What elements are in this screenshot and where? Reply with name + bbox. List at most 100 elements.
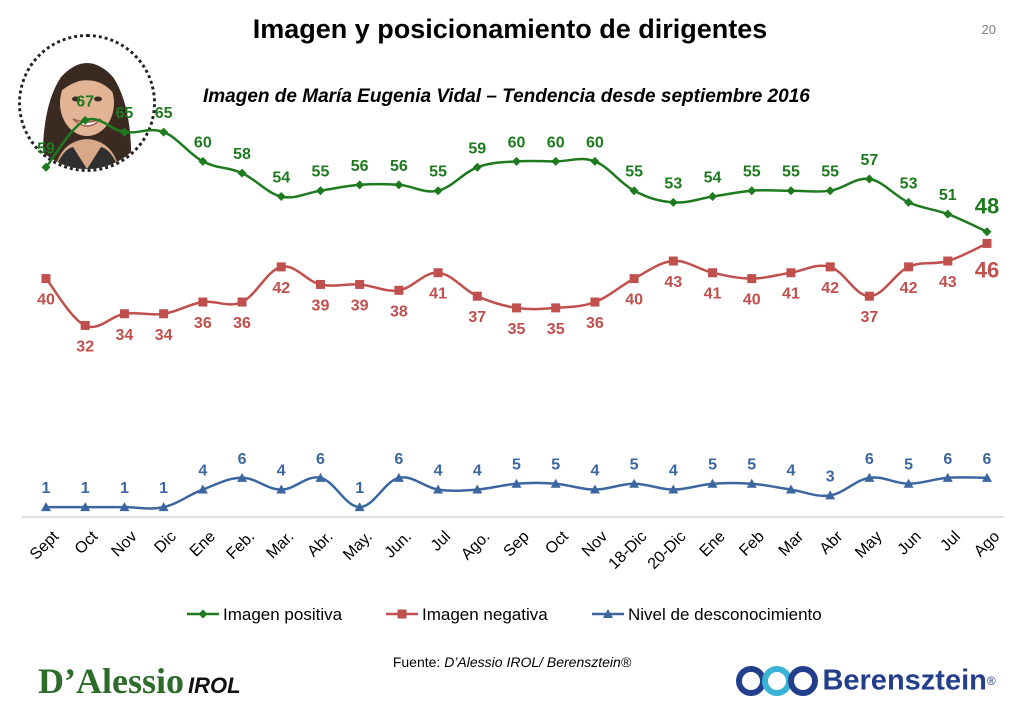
- imagen-positiva-data-label: 55: [429, 164, 447, 181]
- x-tick-label: Nov: [108, 528, 140, 560]
- source-prefix: Fuente:: [392, 654, 445, 670]
- imagen-positiva-data-label: 60: [508, 134, 526, 151]
- imagen-negativa-point: [629, 274, 639, 284]
- imagen-positiva-point: [904, 197, 914, 207]
- imagen-negativa-data-label: 36: [586, 315, 604, 332]
- imagen-positiva-data-label: 59: [468, 140, 486, 157]
- imagen-positiva-legend-marker: [198, 609, 208, 619]
- nivel-de-desconocimiento-point: [237, 472, 248, 482]
- imagen-negativa-point: [786, 268, 796, 278]
- nivel-de-desconocimiento-data-label: 6: [865, 451, 874, 468]
- imagen-positiva-point: [237, 168, 247, 178]
- imagen-positiva-point: [982, 227, 992, 237]
- nivel-de-desconocimiento-data-label: 4: [198, 463, 207, 480]
- imagen-positiva-point: [41, 162, 51, 172]
- nivel-de-desconocimiento-legend-marker: [603, 609, 613, 618]
- imagen-negativa-data-label: 42: [821, 280, 839, 297]
- irol-logo-text: IROL: [188, 673, 241, 698]
- imagen-positiva-data-label: 53: [900, 175, 918, 192]
- x-tick-label: Ago: [971, 528, 1003, 560]
- imagen-positiva-data-label: 60: [586, 134, 604, 151]
- imagen-negativa-data-label: 40: [743, 292, 761, 309]
- imagen-positiva-point: [315, 186, 325, 196]
- imagen-negativa-data-label: 32: [76, 338, 94, 355]
- imagen-negativa-data-label: 43: [939, 274, 957, 291]
- imagen-positiva-data-label: 65: [155, 105, 173, 122]
- imagen-negativa-point: [747, 274, 757, 284]
- nivel-de-desconocimiento-point: [158, 502, 169, 512]
- imagen-positiva-point: [551, 156, 561, 166]
- imagen-negativa-point: [472, 291, 482, 301]
- imagen-negativa-point: [512, 303, 521, 313]
- imagen-negativa-legend-label: Imagen negativa: [422, 605, 548, 624]
- nivel-de-desconocimiento-data-label: 6: [316, 451, 325, 468]
- berensztein-logo-text: Berensztein: [822, 664, 987, 697]
- nivel-de-desconocimiento-data-label: 4: [669, 463, 678, 480]
- x-tick-label: 18-Dic: [606, 528, 651, 573]
- imagen-negativa-point: [433, 268, 443, 278]
- imagen-positiva-data-label: 51: [939, 187, 957, 204]
- imagen-negativa-data-label: 34: [116, 327, 134, 344]
- dalessio-logo-text: D’Alessio: [38, 661, 184, 701]
- nivel-de-desconocimiento-data-label: 1: [120, 480, 129, 497]
- imagen-positiva-point: [825, 186, 835, 196]
- nivel-de-desconocimiento-data-label: 1: [42, 480, 51, 497]
- nivel-de-desconocimiento-data-label: 4: [590, 463, 599, 480]
- x-tick-label: Abr.: [304, 528, 336, 560]
- nivel-de-desconocimiento-data-label: 6: [394, 451, 403, 468]
- imagen-positiva-point: [512, 156, 521, 166]
- imagen-negativa-point: [159, 309, 169, 319]
- nivel-de-desconocimiento-point: [589, 484, 600, 494]
- nivel-de-desconocimiento-data-label: 5: [708, 457, 717, 474]
- imagen-positiva-point: [590, 156, 600, 166]
- imagen-positiva-data-label: 67: [76, 93, 94, 110]
- imagen-negativa-point: [276, 262, 286, 272]
- x-tick-label: Ene: [697, 528, 729, 560]
- x-tick-label: Sept: [27, 528, 63, 564]
- imagen-positiva-point: [786, 186, 796, 196]
- nivel-de-desconocimiento-data-label: 4: [473, 463, 482, 480]
- x-tick-label: Jun.: [382, 528, 415, 561]
- imagen-negativa-point: [590, 297, 600, 307]
- nivel-de-desconocimiento-point: [825, 490, 836, 500]
- imagen-positiva-data-label: 57: [860, 152, 878, 169]
- imagen-positiva-data-label: 55: [743, 164, 761, 181]
- nivel-de-desconocimiento-point: [903, 478, 914, 488]
- x-tick-label: Ene: [187, 528, 219, 560]
- imagen-negativa-data-label: 43: [664, 274, 682, 291]
- imagen-positiva-point: [159, 127, 169, 137]
- nivel-de-desconocimiento-point: [119, 502, 130, 512]
- source-text: D’Alessio IROL/ Berensztein®: [444, 654, 632, 670]
- imagen-negativa-point: [708, 268, 718, 278]
- imagen-negativa-point: [982, 238, 992, 248]
- nivel-de-desconocimiento-data-label: 6: [983, 451, 992, 468]
- imagen-positiva-point: [864, 174, 874, 184]
- imagen-negativa-data-label: 39: [312, 297, 330, 314]
- imagen-negativa-data-label: 40: [37, 292, 55, 309]
- imagen-positiva-point: [119, 127, 129, 137]
- nivel-de-desconocimiento-point: [41, 502, 51, 512]
- nivel-de-desconocimiento-point: [511, 478, 522, 488]
- imagen-negativa-data-label: 40: [625, 292, 643, 309]
- imagen-positiva-point: [472, 162, 482, 172]
- imagen-positiva-data-label: 60: [194, 134, 212, 151]
- imagen-negativa-data-label: 42: [900, 280, 918, 297]
- imagen-positiva-data-label: 54: [704, 170, 722, 187]
- imagen-negativa-point: [394, 285, 404, 295]
- imagen-negativa-point: [551, 303, 561, 313]
- imagen-positiva-data-label: 55: [821, 164, 839, 181]
- x-tick-label: May: [852, 528, 885, 561]
- imagen-negativa-point: [668, 256, 678, 266]
- imagen-positiva-point: [943, 209, 953, 219]
- nivel-de-desconocimiento-data-label: 3: [826, 468, 835, 485]
- imagen-positiva-point: [276, 192, 286, 202]
- nivel-de-desconocimiento-point: [393, 472, 404, 482]
- nivel-de-desconocimiento-data-label: 6: [943, 451, 952, 468]
- nivel-de-desconocimiento-point: [550, 478, 561, 488]
- imagen-negativa-data-label: 37: [860, 309, 878, 326]
- imagen-negativa-point: [119, 309, 129, 319]
- nivel-de-desconocimiento-data-label: 1: [159, 480, 168, 497]
- imagen-positiva-point: [394, 180, 404, 190]
- x-tick-label: Mar.: [263, 528, 297, 562]
